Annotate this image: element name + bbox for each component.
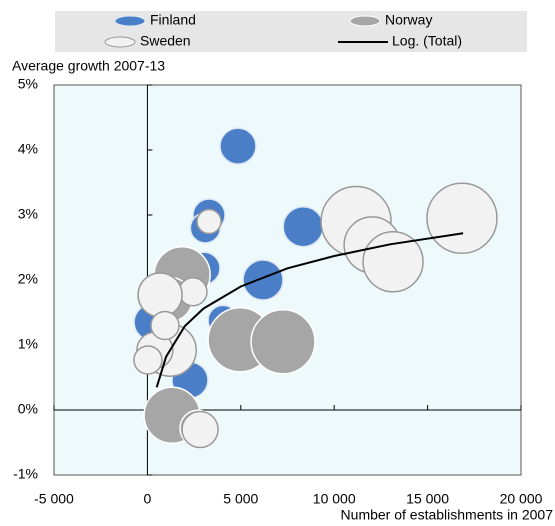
bubble <box>196 208 222 235</box>
legend-label: Norway <box>385 12 432 28</box>
x-tick-label: 10 000 <box>313 491 356 507</box>
x-axis-label: Number of establishments in 2007 <box>341 507 554 523</box>
bubble <box>282 205 324 248</box>
x-tick-label: 20 000 <box>500 491 543 507</box>
legend-label: Finland <box>150 12 196 28</box>
y-tick-label: 2% <box>18 271 38 287</box>
bubble <box>242 259 284 301</box>
plot-area <box>53 84 522 476</box>
legend-label: Sweden <box>140 33 191 49</box>
y-tick-label: 4% <box>18 141 38 157</box>
y-tick-label: 0% <box>18 401 38 417</box>
legend-marker <box>104 36 136 48</box>
x-tick-label: 0 <box>144 491 152 507</box>
x-tick-label: 15 000 <box>406 491 449 507</box>
bubble <box>178 276 208 307</box>
bubble <box>250 309 316 375</box>
y-tick-label: -1% <box>13 466 38 482</box>
bubble <box>133 345 163 375</box>
bubble <box>150 310 180 341</box>
y-tick-label: 5% <box>18 76 38 92</box>
legend-label: Log. (Total) <box>392 33 462 49</box>
bubble <box>137 272 183 318</box>
trendline <box>155 232 464 388</box>
bubble <box>426 182 498 254</box>
y-tick-label: 1% <box>18 336 38 352</box>
y-tick-label: 3% <box>18 206 38 222</box>
bubble <box>219 127 257 165</box>
legend-marker <box>114 15 146 27</box>
x-tick-label: 5 000 <box>223 491 258 507</box>
legend-marker <box>349 15 381 27</box>
bubble <box>181 410 219 449</box>
y-axis-label: Average growth 2007-13 <box>12 58 165 74</box>
x-tick-label: -5 000 <box>34 491 74 507</box>
